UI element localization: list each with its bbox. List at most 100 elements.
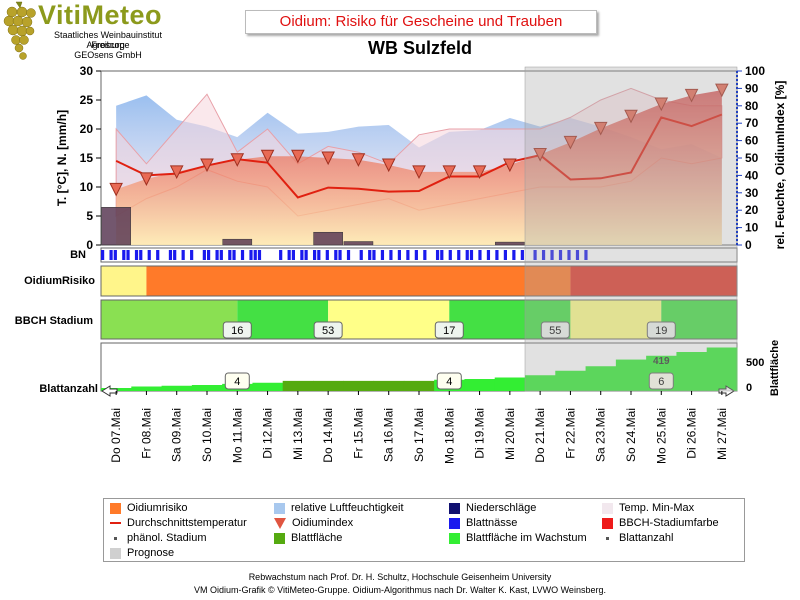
oidium-index-marker xyxy=(442,165,457,180)
bn-row-label: BN xyxy=(70,249,86,261)
oidium-index-marker xyxy=(563,135,578,150)
footer-credit-2: VM Oidium-Grafik © VitiMeteo-Gruppe. Oid… xyxy=(194,585,606,595)
oidium-index-marker xyxy=(654,97,669,112)
oidium-index-marker xyxy=(472,165,487,180)
legend-item: Blattnässe xyxy=(449,517,517,529)
blattnaesse-mark xyxy=(101,250,105,260)
legend-swatch-icon xyxy=(449,502,460,514)
blattnaesse-mark xyxy=(317,250,321,260)
blattnaesse-mark xyxy=(389,250,393,260)
bbch-stage-label: 19 xyxy=(655,325,667,337)
blattnaesse-mark xyxy=(435,250,440,260)
legend-item: Blattfläche im Wachstum xyxy=(449,532,587,544)
blattanzahl-label: 4 xyxy=(446,376,452,388)
blattflaeche-bar xyxy=(706,347,738,391)
date-label: Fr 22.Mai xyxy=(563,408,577,459)
legend-label: Blattnässe xyxy=(466,517,518,529)
bbch-stage-label: 17 xyxy=(443,325,455,337)
blattanzahl-box xyxy=(224,372,250,390)
left-axis-tick-label: 30 xyxy=(80,64,94,78)
date-label: Sa 23.Mai xyxy=(594,408,608,462)
legend-item: BBCH-Stadiumfarbe xyxy=(602,517,719,529)
blattnaesse-mark xyxy=(478,250,482,260)
prognose-overlay xyxy=(524,66,738,392)
date-label: Do 14.Mai xyxy=(321,408,335,463)
legend-label: Durchschnittstemperatur xyxy=(127,517,247,529)
blattnaesse-mark xyxy=(109,250,113,260)
blattnaesse-mark xyxy=(147,250,151,260)
blattnaesse-mark xyxy=(584,250,588,260)
right-axis-title: rel. Feuchte, OidiumIndex [%] xyxy=(773,81,787,250)
blattflaeche-bar xyxy=(282,380,314,391)
footer-credit-1: Rebwachstum nach Prof. Dr. H. Schultz, H… xyxy=(248,572,552,582)
blattnaesse-mark xyxy=(126,250,130,260)
blattnaesse-mark xyxy=(156,250,160,260)
oidium-index-marker xyxy=(412,165,426,180)
legend-item: Oidiumrisiko xyxy=(110,502,188,514)
blattnaesse-mark xyxy=(575,250,580,260)
left-axis-tick-label: 20 xyxy=(80,122,94,136)
bbch-stage-box xyxy=(540,321,570,339)
rain-bar xyxy=(313,231,343,246)
blattflaeche-bar xyxy=(373,380,405,391)
blattnaesse-mark xyxy=(325,250,329,260)
oidium-index-marker xyxy=(593,121,608,136)
date-label: Sa 09.Mai xyxy=(170,408,184,462)
oidium-index-marker xyxy=(109,182,123,197)
legend-swatch-icon xyxy=(274,502,285,514)
right-axis-tick-label: 90 xyxy=(745,81,759,95)
blattflaeche-tick-label: 0 xyxy=(746,382,752,394)
blattnaesse-mark xyxy=(368,250,372,260)
bbch-stage-box xyxy=(434,321,464,339)
legend-swatch-icon xyxy=(110,522,121,524)
blattnaesse-mark xyxy=(139,250,143,260)
blattflaeche-axis-title: Blattfläche xyxy=(769,340,781,396)
blattnaesse-mark xyxy=(291,250,295,260)
oidium-index-marker xyxy=(351,153,366,167)
blattanzahl-label: 4 xyxy=(234,376,240,388)
blattanzahl-label: 6 xyxy=(658,376,664,388)
blattnaesse-mark xyxy=(397,250,401,260)
grape-logo-icon xyxy=(3,1,36,60)
blattnaesse-mark xyxy=(304,250,308,260)
bbch-stage-label: 55 xyxy=(549,325,561,337)
blattnaesse-mark xyxy=(228,250,232,260)
blattflaeche-bar xyxy=(131,386,163,391)
legend: Oidiumrisiko relative Luftfeuchtigkeit Nie… xyxy=(103,498,745,562)
blattflaeche-bar xyxy=(464,379,496,391)
blattnaesse-mark xyxy=(440,250,444,260)
legend-swatch-icon xyxy=(274,517,286,529)
legend-label: Prognose xyxy=(127,547,175,559)
blattnaesse-mark xyxy=(486,250,491,260)
blattanzahl-box xyxy=(436,372,462,390)
blattnaesse-mark xyxy=(240,250,245,260)
rain-bar xyxy=(101,207,131,246)
blattnaesse-mark xyxy=(249,250,253,260)
legend-label: relative Luftfeuchtigkeit xyxy=(291,502,404,514)
blattflaeche-bar xyxy=(555,370,587,391)
blattflaeche-bar xyxy=(252,382,284,391)
left-axis-tick-label: 25 xyxy=(80,93,94,107)
bbch-stage-box xyxy=(313,321,343,339)
legend-swatch-icon xyxy=(110,547,121,559)
blattnaesse-mark xyxy=(334,250,338,260)
oidium-index-marker xyxy=(230,153,245,167)
risk-segment-veryhigh xyxy=(570,266,737,296)
station-title: WB Sulzfeld xyxy=(368,38,472,58)
legend-item: Temp. Min-Max xyxy=(602,502,694,514)
blattnaesse-mark xyxy=(558,250,563,260)
legend-label: BBCH-Stadiumfarbe xyxy=(619,517,719,529)
legend-swatch-icon xyxy=(449,517,460,529)
legend-swatch-icon xyxy=(114,536,117,540)
date-label: Fr 15.Mai xyxy=(351,408,365,459)
blattflaeche-bar xyxy=(403,380,435,391)
blattnaesse-mark xyxy=(414,250,418,260)
blattnaesse-mark xyxy=(215,250,219,260)
blattnaesse-mark xyxy=(168,250,173,260)
blattnaesse-mark xyxy=(202,250,206,260)
bbch-segment xyxy=(328,300,450,339)
blattflaeche-bar xyxy=(615,359,647,391)
legend-swatch-icon xyxy=(110,502,121,514)
right-axis-tick-label: 30 xyxy=(745,186,759,200)
blattnaesse-mark xyxy=(448,250,452,260)
